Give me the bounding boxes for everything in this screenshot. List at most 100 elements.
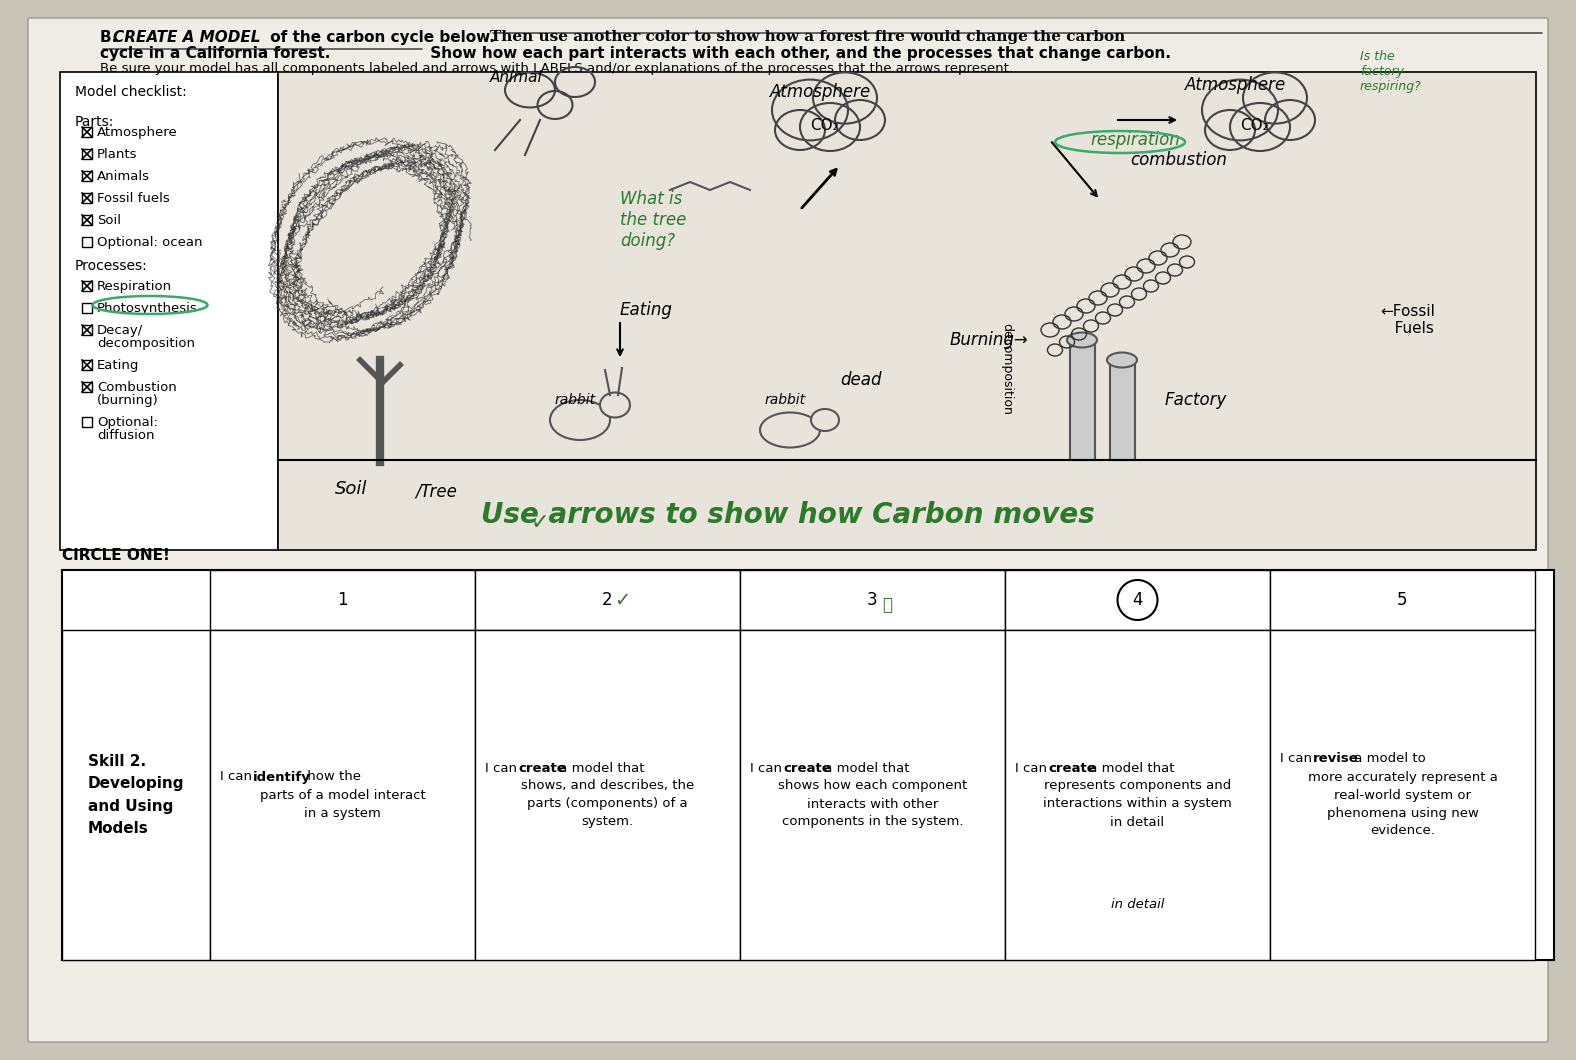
Text: interactions within a system: interactions within a system xyxy=(1043,797,1232,811)
Bar xyxy=(82,149,91,159)
Text: Atmosphere: Atmosphere xyxy=(1185,76,1286,94)
Text: Animals: Animals xyxy=(98,170,150,183)
Bar xyxy=(60,72,277,550)
Text: (burning): (burning) xyxy=(98,394,159,407)
Bar xyxy=(82,193,91,204)
Text: how the: how the xyxy=(303,771,361,783)
Ellipse shape xyxy=(760,412,820,447)
Text: 🖊: 🖊 xyxy=(883,596,892,614)
Text: respiration: respiration xyxy=(1091,131,1180,149)
Bar xyxy=(1005,570,1270,630)
Text: Model checklist:: Model checklist: xyxy=(76,85,186,99)
Text: a model that: a model that xyxy=(820,761,909,775)
Bar xyxy=(82,417,91,427)
Text: 5: 5 xyxy=(1398,591,1407,609)
Ellipse shape xyxy=(1067,333,1097,348)
Text: shows, and describes, the: shows, and describes, the xyxy=(522,779,693,793)
Bar xyxy=(474,630,741,960)
Text: a model that: a model that xyxy=(555,761,645,775)
Text: 2: 2 xyxy=(602,591,613,609)
Text: Atmosphere: Atmosphere xyxy=(98,126,178,139)
Text: cycle in a California forest.: cycle in a California forest. xyxy=(99,46,331,61)
Text: phenomena using new: phenomena using new xyxy=(1327,807,1478,819)
Text: a model that: a model that xyxy=(1086,761,1174,775)
Text: B.: B. xyxy=(99,30,123,45)
Bar xyxy=(82,171,91,181)
Text: Use arrows to show how Carbon moves: Use arrows to show how Carbon moves xyxy=(481,501,1095,529)
Bar xyxy=(1070,340,1095,460)
Text: CO₂: CO₂ xyxy=(810,118,840,132)
Text: Optional:: Optional: xyxy=(98,416,158,429)
Bar xyxy=(61,630,210,960)
Text: Parts:: Parts: xyxy=(76,114,115,129)
Bar xyxy=(82,237,91,247)
Text: 4: 4 xyxy=(1132,591,1143,609)
Text: shows how each component: shows how each component xyxy=(779,779,968,793)
Text: revise: revise xyxy=(1313,753,1359,765)
Text: decomposition: decomposition xyxy=(1001,323,1013,416)
Text: Be sure your model has all components labeled and arrows with LABELS and/or expl: Be sure your model has all components la… xyxy=(99,61,1013,75)
Text: rabbit: rabbit xyxy=(555,393,596,407)
Text: system.: system. xyxy=(582,815,634,829)
Bar xyxy=(1005,630,1270,960)
Text: ←Fossil
   Fuels: ←Fossil Fuels xyxy=(1381,304,1434,336)
Bar xyxy=(210,570,474,630)
Text: more accurately represent a: more accurately represent a xyxy=(1308,771,1497,783)
Text: Show how each part interacts with each other, and the processes that change carb: Show how each part interacts with each o… xyxy=(426,46,1171,61)
Text: parts of a model interact: parts of a model interact xyxy=(260,789,426,801)
Text: diffusion: diffusion xyxy=(98,429,154,442)
Text: of the carbon cycle below.: of the carbon cycle below. xyxy=(265,30,500,45)
Text: ✓: ✓ xyxy=(615,590,630,610)
Bar xyxy=(474,570,741,630)
Bar xyxy=(82,215,91,225)
Text: evidence.: evidence. xyxy=(1370,825,1434,837)
Bar xyxy=(82,303,91,313)
Text: in a system: in a system xyxy=(304,807,381,819)
Text: I can: I can xyxy=(750,761,786,775)
Bar xyxy=(1270,630,1535,960)
Text: dead: dead xyxy=(840,371,881,389)
Text: /Tree: /Tree xyxy=(414,482,457,500)
Text: rabbit: rabbit xyxy=(764,393,807,407)
Bar xyxy=(1110,360,1135,460)
Text: parts (components) of a: parts (components) of a xyxy=(528,797,687,811)
Text: Soil: Soil xyxy=(336,480,367,498)
Text: Soil: Soil xyxy=(98,214,121,227)
Text: Eating: Eating xyxy=(98,359,139,372)
Bar xyxy=(82,360,91,370)
Text: Optional: ocean: Optional: ocean xyxy=(98,236,202,249)
Text: Then use another color to show how a forest fire would change the carbon: Then use another color to show how a for… xyxy=(490,30,1125,45)
Text: ✓: ✓ xyxy=(531,513,550,533)
FancyBboxPatch shape xyxy=(28,18,1548,1042)
Text: interacts with other: interacts with other xyxy=(807,797,938,811)
Text: CO₂: CO₂ xyxy=(1240,118,1269,132)
Bar xyxy=(82,281,91,292)
Text: Burning→: Burning→ xyxy=(950,331,1029,349)
Text: 1: 1 xyxy=(337,591,348,609)
Ellipse shape xyxy=(550,400,610,440)
Text: Processes:: Processes: xyxy=(76,259,148,273)
Text: CIRCLE ONE!: CIRCLE ONE! xyxy=(61,548,170,563)
Bar xyxy=(82,127,91,137)
Text: CREATE A MODEL: CREATE A MODEL xyxy=(113,30,260,45)
Text: Respiration: Respiration xyxy=(98,280,172,293)
Text: represents components and: represents components and xyxy=(1043,779,1231,793)
Text: create: create xyxy=(519,761,566,775)
Text: a model to: a model to xyxy=(1351,753,1426,765)
Text: I can: I can xyxy=(1280,753,1316,765)
Text: decomposition: decomposition xyxy=(98,337,195,350)
Text: Atmosphere: Atmosphere xyxy=(771,83,872,101)
Bar xyxy=(82,325,91,335)
Text: Photosynthesis: Photosynthesis xyxy=(98,302,197,315)
Bar xyxy=(741,570,1005,630)
Text: create: create xyxy=(1048,761,1095,775)
Ellipse shape xyxy=(600,392,630,418)
Text: in detail: in detail xyxy=(1111,815,1165,829)
Text: combustion: combustion xyxy=(1130,151,1226,169)
Text: create: create xyxy=(783,761,831,775)
Bar xyxy=(82,382,91,392)
Bar xyxy=(1270,570,1535,630)
Text: Decay/: Decay/ xyxy=(98,324,143,337)
Bar xyxy=(210,630,474,960)
Ellipse shape xyxy=(812,409,838,431)
